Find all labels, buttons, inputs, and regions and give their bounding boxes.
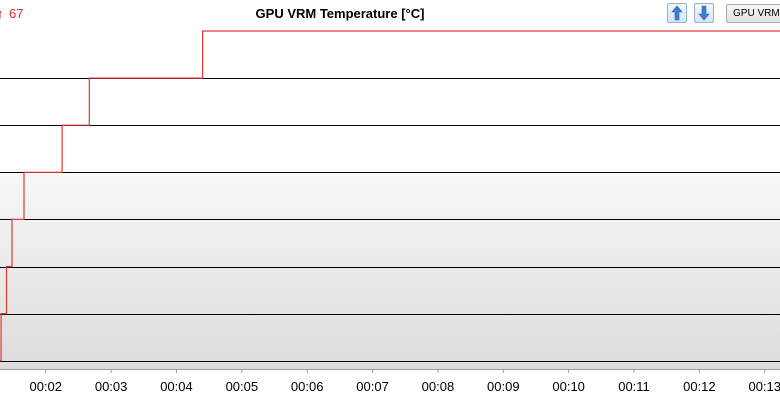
move-up-button[interactable] bbox=[667, 3, 687, 23]
x-tick-label: 00:11 bbox=[618, 379, 650, 394]
x-tick-label: 00:05 bbox=[226, 379, 259, 394]
arrow-down-icon bbox=[698, 5, 710, 21]
move-down-button[interactable] bbox=[694, 3, 714, 23]
x-tick-label: 00:13 bbox=[748, 379, 780, 394]
x-tick-label: 00:10 bbox=[552, 379, 585, 394]
x-tick-label: 00:09 bbox=[487, 379, 520, 394]
x-tick-label: 00:03 bbox=[95, 379, 128, 394]
arrow-up-icon bbox=[671, 5, 683, 21]
plot-area-background bbox=[0, 31, 780, 369]
x-tick-label: 00:04 bbox=[160, 379, 193, 394]
chart-title: GPU VRM Temperature [°C] bbox=[255, 6, 425, 21]
series-line bbox=[0, 30, 780, 362]
x-tick-label: 00:07 bbox=[356, 379, 389, 394]
x-tick-label: 00:08 bbox=[422, 379, 455, 394]
x-tick-label: 00:12 bbox=[683, 379, 716, 394]
sensor-select-dropdown[interactable]: GPU VRM T bbox=[726, 4, 780, 23]
x-tick-label: 00:06 bbox=[291, 379, 324, 394]
current-trend-arrow: ↑ bbox=[0, 6, 4, 21]
current-value: 67 bbox=[9, 6, 24, 21]
x-tick-label: 00:02 bbox=[29, 379, 62, 394]
